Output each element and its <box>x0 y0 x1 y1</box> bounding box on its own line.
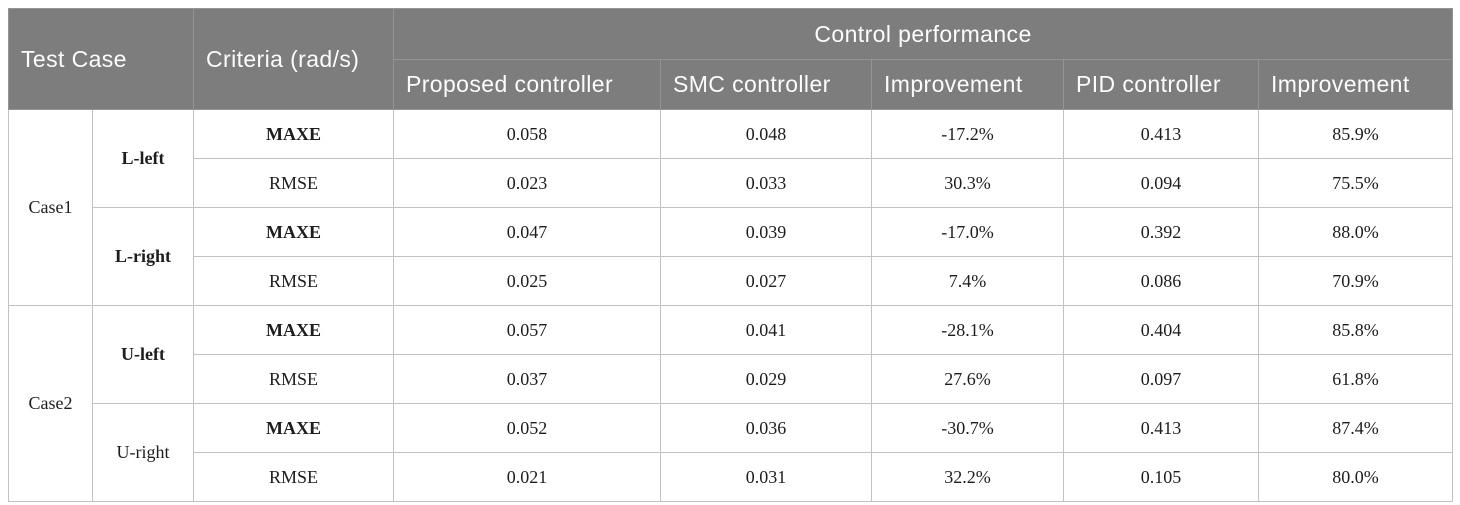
cell-value-proposed: 0.021 <box>393 452 661 502</box>
header-control-performance: Control performance <box>392 8 1454 60</box>
cell-value-improvement-smc: -17.2% <box>871 109 1064 159</box>
cell-value-improvement-pid: 61.8% <box>1257 354 1454 404</box>
cell-criteria-rmse: RMSE <box>193 452 394 502</box>
cell-value-pid: 0.404 <box>1063 305 1259 355</box>
cell-value-smc: 0.039 <box>660 207 872 257</box>
cell-value-proposed: 0.037 <box>393 354 661 404</box>
cell-value-improvement-smc: -28.1% <box>871 305 1064 355</box>
cell-criteria-maxe: MAXE <box>193 305 394 355</box>
header-criteria: Criteria (rad/s) <box>193 8 394 110</box>
cell-value-improvement-pid: 88.0% <box>1257 207 1454 257</box>
cell-criteria-maxe: MAXE <box>193 109 394 159</box>
cell-value-improvement-smc: -17.0% <box>871 207 1064 257</box>
cell-value-pid: 0.105 <box>1063 452 1259 502</box>
header-test-case: Test Case <box>8 8 194 110</box>
table-body: Case1 L-left MAXE 0.058 0.048 -17.2% 0.4… <box>8 109 1454 502</box>
cell-value-improvement-smc: 30.3% <box>871 158 1064 208</box>
cell-criteria-rmse: RMSE <box>193 158 394 208</box>
cell-value-proposed: 0.057 <box>393 305 661 355</box>
table-row: U-right MAXE 0.052 0.036 -30.7% 0.413 87… <box>9 403 1454 502</box>
cell-value-improvement-pid: 85.8% <box>1257 305 1454 355</box>
cell-value-pid: 0.097 <box>1063 354 1259 404</box>
cell-subcase-l-left: L-left <box>92 109 194 208</box>
cell-value-improvement-pid: 85.9% <box>1257 109 1454 159</box>
header-col-proposed-controller: Proposed controller <box>393 59 661 110</box>
cell-value-pid: 0.094 <box>1063 158 1259 208</box>
cell-value-improvement-pid: 75.5% <box>1257 158 1454 208</box>
table-row: L-right MAXE 0.047 0.039 -17.0% 0.392 88… <box>9 207 1454 306</box>
header-row-group: Test Case Criteria (rad/s) Control perfo… <box>8 8 1454 110</box>
cell-case2: Case2 <box>8 305 93 502</box>
cell-value-smc: 0.033 <box>660 158 872 208</box>
table-row: RMSE 0.023 0.033 30.3% 0.094 75.5% <box>9 158 1454 208</box>
cell-criteria-rmse: RMSE <box>193 354 394 404</box>
table-header: Test Case Criteria (rad/s) Control perfo… <box>8 8 1454 110</box>
cell-case1: Case1 <box>8 109 93 306</box>
cell-value-pid: 0.413 <box>1063 403 1259 453</box>
cell-criteria-maxe: MAXE <box>193 403 394 453</box>
control-performance-table: Test Case Criteria (rad/s) Control perfo… <box>8 8 1454 502</box>
cell-value-proposed: 0.058 <box>393 109 661 159</box>
cell-value-improvement-pid: 87.4% <box>1257 403 1454 453</box>
cell-value-pid: 0.392 <box>1063 207 1259 257</box>
header-col-pid-controller: PID controller <box>1063 59 1259 110</box>
cell-value-smc: 0.027 <box>660 256 872 306</box>
header-col-improvement-pid: Improvement <box>1257 59 1454 110</box>
cell-value-improvement-pid: 70.9% <box>1257 256 1454 306</box>
results-table-container: Test Case Criteria (rad/s) Control perfo… <box>8 8 1454 502</box>
cell-value-smc: 0.048 <box>660 109 872 159</box>
cell-value-improvement-smc: 32.2% <box>871 452 1064 502</box>
header-row-subcolumns: Proposed controller SMC controller Impro… <box>9 59 1454 110</box>
cell-value-smc: 0.041 <box>660 305 872 355</box>
cell-value-proposed: 0.023 <box>393 158 661 208</box>
cell-value-smc: 0.031 <box>660 452 872 502</box>
cell-subcase-u-right: U-right <box>92 403 194 502</box>
cell-value-smc: 0.029 <box>660 354 872 404</box>
table-row: Case1 L-left MAXE 0.058 0.048 -17.2% 0.4… <box>8 109 1454 306</box>
cell-criteria-rmse: RMSE <box>193 256 394 306</box>
cell-value-pid: 0.413 <box>1063 109 1259 159</box>
table-row: RMSE 0.025 0.027 7.4% 0.086 70.9% <box>9 256 1454 306</box>
header-col-smc-controller: SMC controller <box>660 59 872 110</box>
table-row: RMSE 0.021 0.031 32.2% 0.105 80.0% <box>9 452 1454 502</box>
cell-value-proposed: 0.025 <box>393 256 661 306</box>
cell-value-improvement-smc: 7.4% <box>871 256 1064 306</box>
cell-value-improvement-smc: -30.7% <box>871 403 1064 453</box>
cell-criteria-maxe: MAXE <box>193 207 394 257</box>
cell-subcase-l-right: L-right <box>92 207 194 306</box>
cell-value-proposed: 0.052 <box>393 403 661 453</box>
cell-value-improvement-smc: 27.6% <box>871 354 1064 404</box>
header-col-improvement-smc: Improvement <box>871 59 1064 110</box>
cell-value-pid: 0.086 <box>1063 256 1259 306</box>
cell-value-proposed: 0.047 <box>393 207 661 257</box>
table-row: Case2 U-left MAXE 0.057 0.041 -28.1% 0.4… <box>8 305 1454 502</box>
cell-subcase-u-left: U-left <box>92 305 194 404</box>
cell-value-smc: 0.036 <box>660 403 872 453</box>
cell-value-improvement-pid: 80.0% <box>1257 452 1454 502</box>
table-row: RMSE 0.037 0.029 27.6% 0.097 61.8% <box>9 354 1454 404</box>
